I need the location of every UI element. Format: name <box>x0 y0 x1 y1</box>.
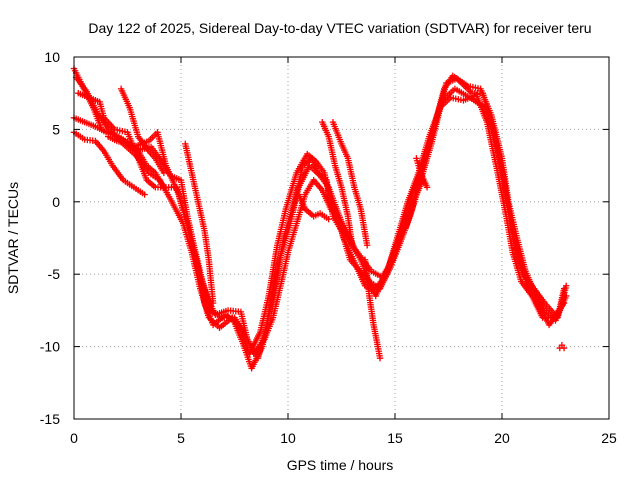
y-tick-label: 5 <box>52 121 60 137</box>
series-track-h <box>182 140 217 307</box>
series-track-l <box>361 256 384 362</box>
series-track-f <box>105 133 168 191</box>
data-point <box>560 285 568 292</box>
data-point <box>160 184 168 191</box>
series-track-j <box>319 118 356 249</box>
plot-frame <box>73 56 610 420</box>
series-track-i <box>295 191 332 223</box>
x-tick-label: 0 <box>70 430 78 446</box>
series-track-d <box>75 85 568 362</box>
chart-title: Day 122 of 2025, Sidereal Day-to-day VTE… <box>88 20 591 36</box>
y-tick-label: -10 <box>40 339 60 355</box>
data-point <box>423 184 431 191</box>
data-point <box>141 191 148 198</box>
y-tick-label: -5 <box>48 266 61 282</box>
series-track-m <box>402 176 427 232</box>
x-tick-label: 15 <box>387 430 403 446</box>
series-track-g <box>70 129 148 198</box>
data-layer <box>70 65 570 372</box>
axis-layer: 0 5 10 15 20 25 -15 -10 -5 0 5 10 <box>40 49 617 446</box>
data-point <box>363 242 371 249</box>
x-tick-label: 5 <box>177 430 185 446</box>
x-tick-label: 20 <box>494 430 510 446</box>
x-tick-label: 25 <box>601 430 617 446</box>
data-point <box>325 215 332 223</box>
series-track-n <box>413 155 431 191</box>
data-point <box>560 344 568 352</box>
y-axis-title: SDTVAR / TECUs <box>5 182 21 294</box>
data-point <box>160 169 168 177</box>
series-track-o <box>556 341 568 352</box>
series-track-e <box>117 85 168 177</box>
y-tick-label: -15 <box>40 411 60 427</box>
y-tick-label: 10 <box>44 49 60 65</box>
series-track-a <box>70 65 568 358</box>
data-point <box>349 242 356 249</box>
series-track-k <box>329 118 371 249</box>
y-tick-label: 0 <box>52 194 60 210</box>
data-point <box>376 354 384 362</box>
x-axis-title: GPS time / hours <box>287 457 394 473</box>
series-track-b <box>72 72 570 372</box>
x-tick-label: 10 <box>280 430 296 446</box>
data-point <box>209 299 217 307</box>
